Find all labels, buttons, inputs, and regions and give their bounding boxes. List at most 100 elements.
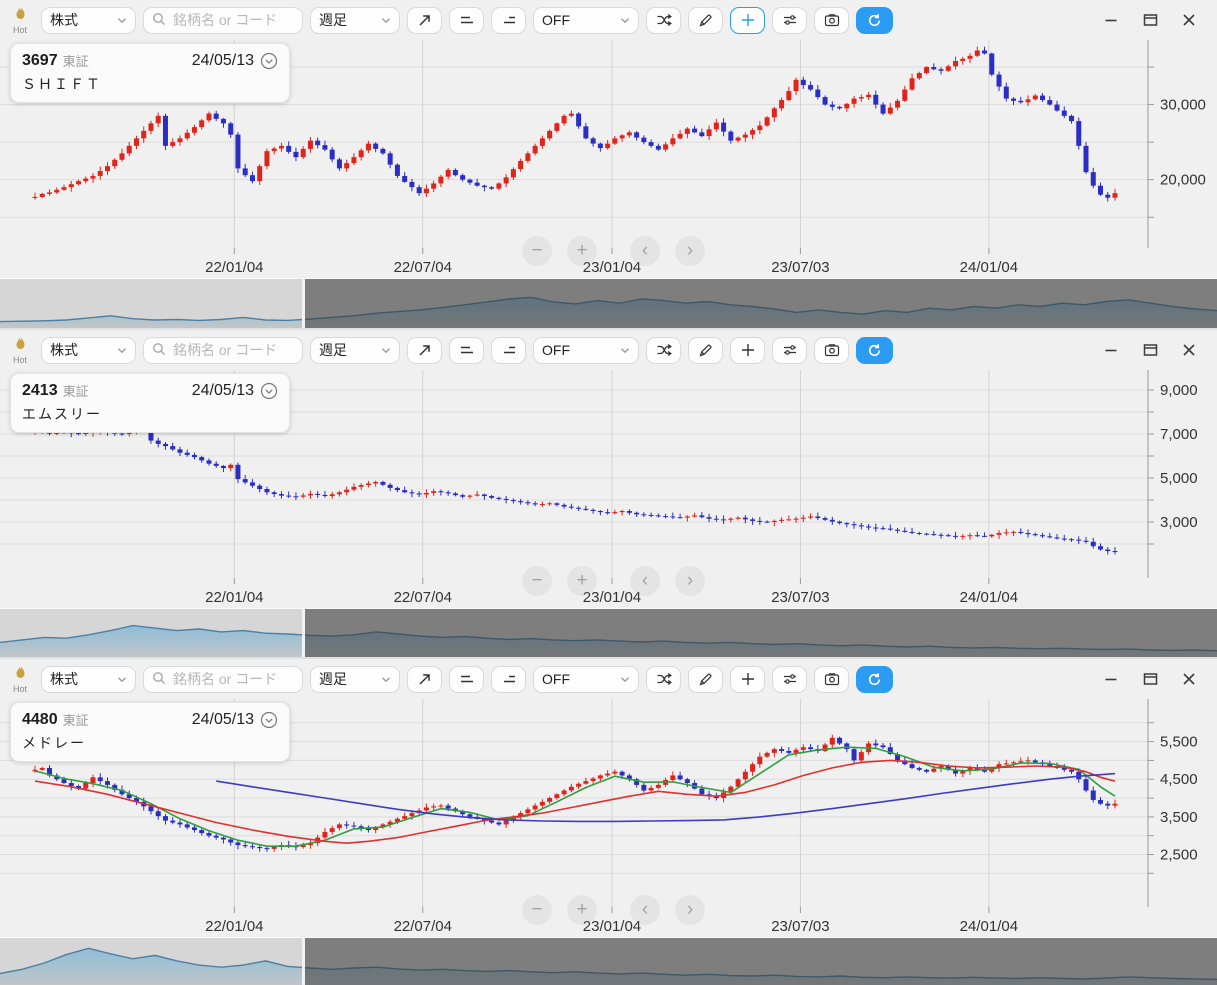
scale-right-button[interactable] — [491, 665, 526, 693]
hot-shortcut[interactable]: Hot — [6, 336, 34, 365]
symbol-name: ＳＨＩＦＴ — [22, 76, 102, 92]
chart-nav-controls: − + ‹ › — [522, 236, 705, 266]
scale-right-button[interactable] — [491, 336, 526, 364]
settings-sliders-button[interactable] — [772, 6, 807, 34]
zoom-in-button[interactable]: + — [567, 566, 597, 596]
minimize-button[interactable] — [1099, 338, 1123, 362]
draw-button[interactable] — [688, 665, 723, 693]
expand-chevron-icon[interactable] — [260, 52, 278, 70]
candlestick-chart[interactable]: 30,000 20,000 22/01/04 22/07/04 23/01/04 23/0… — [0, 40, 1217, 278]
pan-left-button[interactable]: ‹ — [630, 566, 660, 596]
timeframe-select[interactable]: 週足 — [310, 6, 400, 34]
draw-button[interactable] — [688, 6, 723, 34]
range-navigator[interactable] — [0, 608, 1217, 659]
chevron-down-icon — [620, 676, 630, 683]
close-button[interactable] — [1177, 667, 1201, 691]
quote-date: 24/05/13 — [191, 51, 254, 69]
svg-text:24/01/04: 24/01/04 — [960, 589, 1018, 606]
scale-right-button[interactable] — [491, 6, 526, 34]
svg-text:30,000: 30,000 — [1160, 97, 1206, 114]
close-button[interactable] — [1177, 8, 1201, 32]
flame-icon — [14, 6, 27, 25]
refresh-button[interactable] — [856, 6, 893, 34]
restore-button[interactable] — [1138, 338, 1162, 362]
minimize-button[interactable] — [1099, 667, 1123, 691]
scale-left-button[interactable] — [449, 665, 484, 693]
hot-shortcut[interactable]: Hot — [6, 6, 34, 35]
hot-shortcut[interactable]: Hot — [6, 665, 34, 694]
restore-button[interactable] — [1138, 8, 1162, 32]
scale-left-button[interactable] — [449, 336, 484, 364]
crosshair-button[interactable] — [730, 6, 765, 34]
zoom-out-button[interactable]: − — [522, 566, 552, 596]
trendline-button[interactable] — [407, 665, 442, 693]
chevron-down-icon — [117, 17, 127, 24]
svg-text:9,000: 9,000 — [1160, 382, 1198, 399]
svg-text:20,000: 20,000 — [1160, 172, 1206, 189]
screenshot-button[interactable] — [814, 665, 849, 693]
svg-text:22/01/04: 22/01/04 — [205, 589, 263, 606]
timeframe-select[interactable]: 週足 — [310, 336, 400, 364]
chevron-down-icon — [381, 347, 391, 354]
range-navigator[interactable] — [0, 278, 1217, 329]
restore-button[interactable] — [1138, 667, 1162, 691]
timeframe-select[interactable]: 週足 — [310, 665, 400, 693]
category-select[interactable]: 株式 — [41, 6, 136, 34]
candlestick-chart[interactable]: 5,500 4,500 3,500 2,500 22/01/04 22/07/04 23/0… — [0, 699, 1217, 937]
svg-text:23/01/04: 23/01/04 — [583, 259, 641, 276]
trendline-button[interactable] — [407, 6, 442, 34]
search-input[interactable] — [171, 11, 294, 29]
svg-text:3,000: 3,000 — [1160, 514, 1198, 531]
svg-text:5,000: 5,000 — [1160, 470, 1198, 487]
search-input[interactable] — [171, 670, 294, 688]
zoom-in-button[interactable]: + — [567, 236, 597, 266]
shuffle-button[interactable] — [646, 336, 681, 364]
svg-text:22/01/04: 22/01/04 — [205, 259, 263, 276]
category-select[interactable]: 株式 — [41, 336, 136, 364]
candlestick-chart[interactable]: 9,000 7,000 5,000 3,000 22/01/04 22/07/04 23/0… — [0, 370, 1217, 608]
trendline-button[interactable] — [407, 336, 442, 364]
pan-right-button[interactable]: › — [675, 566, 705, 596]
category-select[interactable]: 株式 — [41, 665, 136, 693]
expand-chevron-icon[interactable] — [260, 382, 278, 400]
close-button[interactable] — [1177, 338, 1201, 362]
svg-text:23/07/03: 23/07/03 — [771, 259, 829, 276]
chart-nav-controls: − + ‹ › — [522, 566, 705, 596]
shuffle-button[interactable] — [646, 665, 681, 693]
settings-sliders-button[interactable] — [772, 665, 807, 693]
scale-left-button[interactable] — [449, 6, 484, 34]
svg-text:23/01/04: 23/01/04 — [583, 589, 641, 606]
symbol-code: 4480 — [22, 710, 58, 728]
chart-toolbar: Hot 株式 週足 — [0, 0, 1217, 40]
zoom-out-button[interactable]: − — [522, 236, 552, 266]
search-input[interactable] — [171, 341, 294, 359]
zoom-out-button[interactable]: − — [522, 895, 552, 925]
shuffle-button[interactable] — [646, 6, 681, 34]
svg-text:24/01/04: 24/01/04 — [960, 918, 1018, 935]
crosshair-button[interactable] — [730, 665, 765, 693]
range-navigator[interactable] — [0, 937, 1217, 985]
minimize-button[interactable] — [1099, 8, 1123, 32]
indicator-select[interactable]: OFF — [533, 665, 639, 693]
screenshot-button[interactable] — [814, 336, 849, 364]
indicator-select[interactable]: OFF — [533, 6, 639, 34]
indicator-select[interactable]: OFF — [533, 336, 639, 364]
crosshair-button[interactable] — [730, 336, 765, 364]
quote-date: 24/05/13 — [191, 381, 254, 399]
settings-sliders-button[interactable] — [772, 336, 807, 364]
chevron-down-icon — [620, 17, 630, 24]
svg-text:2,500: 2,500 — [1160, 847, 1198, 864]
pan-right-button[interactable]: › — [675, 236, 705, 266]
chart-window: Hot 株式 週足 — [0, 0, 1217, 328]
expand-chevron-icon[interactable] — [260, 711, 278, 729]
symbol-info-card: 2413 東証 24/05/13 エムスリー — [10, 373, 290, 433]
pan-left-button[interactable]: ‹ — [630, 895, 660, 925]
draw-button[interactable] — [688, 336, 723, 364]
pan-left-button[interactable]: ‹ — [630, 236, 660, 266]
refresh-button[interactable] — [856, 336, 893, 364]
hot-label: Hot — [12, 354, 27, 365]
refresh-button[interactable] — [856, 665, 893, 693]
zoom-in-button[interactable]: + — [567, 895, 597, 925]
pan-right-button[interactable]: › — [675, 895, 705, 925]
screenshot-button[interactable] — [814, 6, 849, 34]
